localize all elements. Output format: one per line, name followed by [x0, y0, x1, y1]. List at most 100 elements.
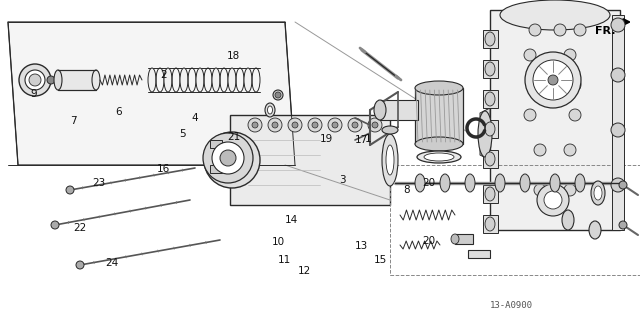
Ellipse shape: [382, 134, 398, 186]
Circle shape: [554, 24, 566, 36]
Circle shape: [611, 18, 625, 32]
Bar: [468, 250, 490, 258]
Circle shape: [564, 144, 576, 156]
Ellipse shape: [196, 68, 204, 92]
Circle shape: [214, 142, 250, 178]
Circle shape: [312, 122, 318, 128]
Ellipse shape: [180, 68, 188, 92]
Polygon shape: [480, 108, 490, 160]
Ellipse shape: [268, 106, 273, 114]
Text: 17: 17: [355, 135, 368, 145]
Bar: [415, 88, 463, 144]
Polygon shape: [8, 22, 295, 165]
Text: 19: 19: [320, 134, 333, 144]
Circle shape: [204, 132, 260, 188]
Ellipse shape: [415, 137, 463, 151]
Text: 2: 2: [160, 70, 166, 80]
Circle shape: [268, 118, 282, 132]
Ellipse shape: [485, 152, 495, 166]
Ellipse shape: [424, 153, 454, 161]
Text: 15: 15: [374, 255, 387, 265]
Circle shape: [25, 70, 45, 90]
Ellipse shape: [485, 217, 495, 231]
Bar: [210, 165, 222, 173]
Circle shape: [288, 118, 302, 132]
Text: 10: 10: [272, 237, 285, 248]
Circle shape: [19, 64, 51, 96]
Bar: [483, 30, 498, 48]
Bar: [483, 60, 498, 78]
Circle shape: [611, 178, 625, 192]
Circle shape: [292, 122, 298, 128]
Bar: [230, 115, 390, 205]
Ellipse shape: [415, 81, 463, 95]
Circle shape: [252, 122, 258, 128]
Bar: [58, 70, 96, 90]
Ellipse shape: [485, 32, 495, 46]
Text: 9: 9: [30, 89, 36, 99]
Circle shape: [248, 118, 262, 132]
Circle shape: [224, 152, 240, 168]
Ellipse shape: [386, 145, 394, 175]
Circle shape: [328, 118, 342, 132]
Ellipse shape: [478, 111, 492, 157]
Ellipse shape: [148, 68, 156, 92]
Ellipse shape: [273, 90, 283, 100]
Text: FR.: FR.: [595, 26, 616, 36]
Text: 23: 23: [93, 178, 106, 189]
Bar: [210, 140, 222, 148]
Ellipse shape: [485, 122, 495, 136]
Text: 13: 13: [355, 241, 368, 251]
Circle shape: [220, 150, 236, 166]
Circle shape: [569, 109, 581, 121]
Circle shape: [275, 92, 281, 98]
Bar: [390, 165, 640, 275]
Circle shape: [51, 221, 59, 229]
Circle shape: [372, 122, 378, 128]
Ellipse shape: [382, 126, 398, 134]
Text: 22: 22: [74, 223, 86, 233]
Text: 18: 18: [227, 51, 240, 61]
Text: 7: 7: [70, 116, 77, 126]
Circle shape: [611, 68, 625, 82]
Ellipse shape: [417, 151, 461, 163]
Circle shape: [544, 191, 562, 209]
Text: 5: 5: [179, 129, 186, 139]
Ellipse shape: [591, 181, 605, 205]
Bar: [455, 234, 473, 244]
Circle shape: [524, 49, 536, 61]
Ellipse shape: [451, 234, 459, 244]
Circle shape: [534, 79, 546, 91]
Circle shape: [308, 118, 322, 132]
Circle shape: [564, 49, 576, 61]
Circle shape: [569, 79, 581, 91]
Circle shape: [619, 181, 627, 189]
Ellipse shape: [54, 70, 62, 90]
Ellipse shape: [495, 174, 505, 192]
Text: 8: 8: [403, 185, 410, 195]
Ellipse shape: [485, 92, 495, 106]
Ellipse shape: [440, 174, 450, 192]
Ellipse shape: [374, 100, 386, 120]
Bar: [483, 150, 498, 168]
Ellipse shape: [520, 174, 530, 192]
Bar: [612, 15, 624, 230]
Circle shape: [203, 133, 253, 183]
Text: 16: 16: [157, 164, 170, 174]
Ellipse shape: [92, 70, 100, 90]
Circle shape: [352, 122, 358, 128]
Text: 12: 12: [298, 266, 310, 276]
Circle shape: [272, 122, 278, 128]
Circle shape: [619, 221, 627, 229]
Circle shape: [564, 184, 576, 196]
Ellipse shape: [228, 68, 236, 92]
Bar: [490, 10, 620, 230]
Circle shape: [534, 184, 546, 196]
Circle shape: [368, 118, 382, 132]
Ellipse shape: [415, 174, 425, 192]
Text: 11: 11: [278, 255, 291, 265]
Ellipse shape: [212, 68, 220, 92]
Bar: [483, 120, 498, 138]
Ellipse shape: [164, 68, 172, 92]
Ellipse shape: [465, 174, 475, 192]
